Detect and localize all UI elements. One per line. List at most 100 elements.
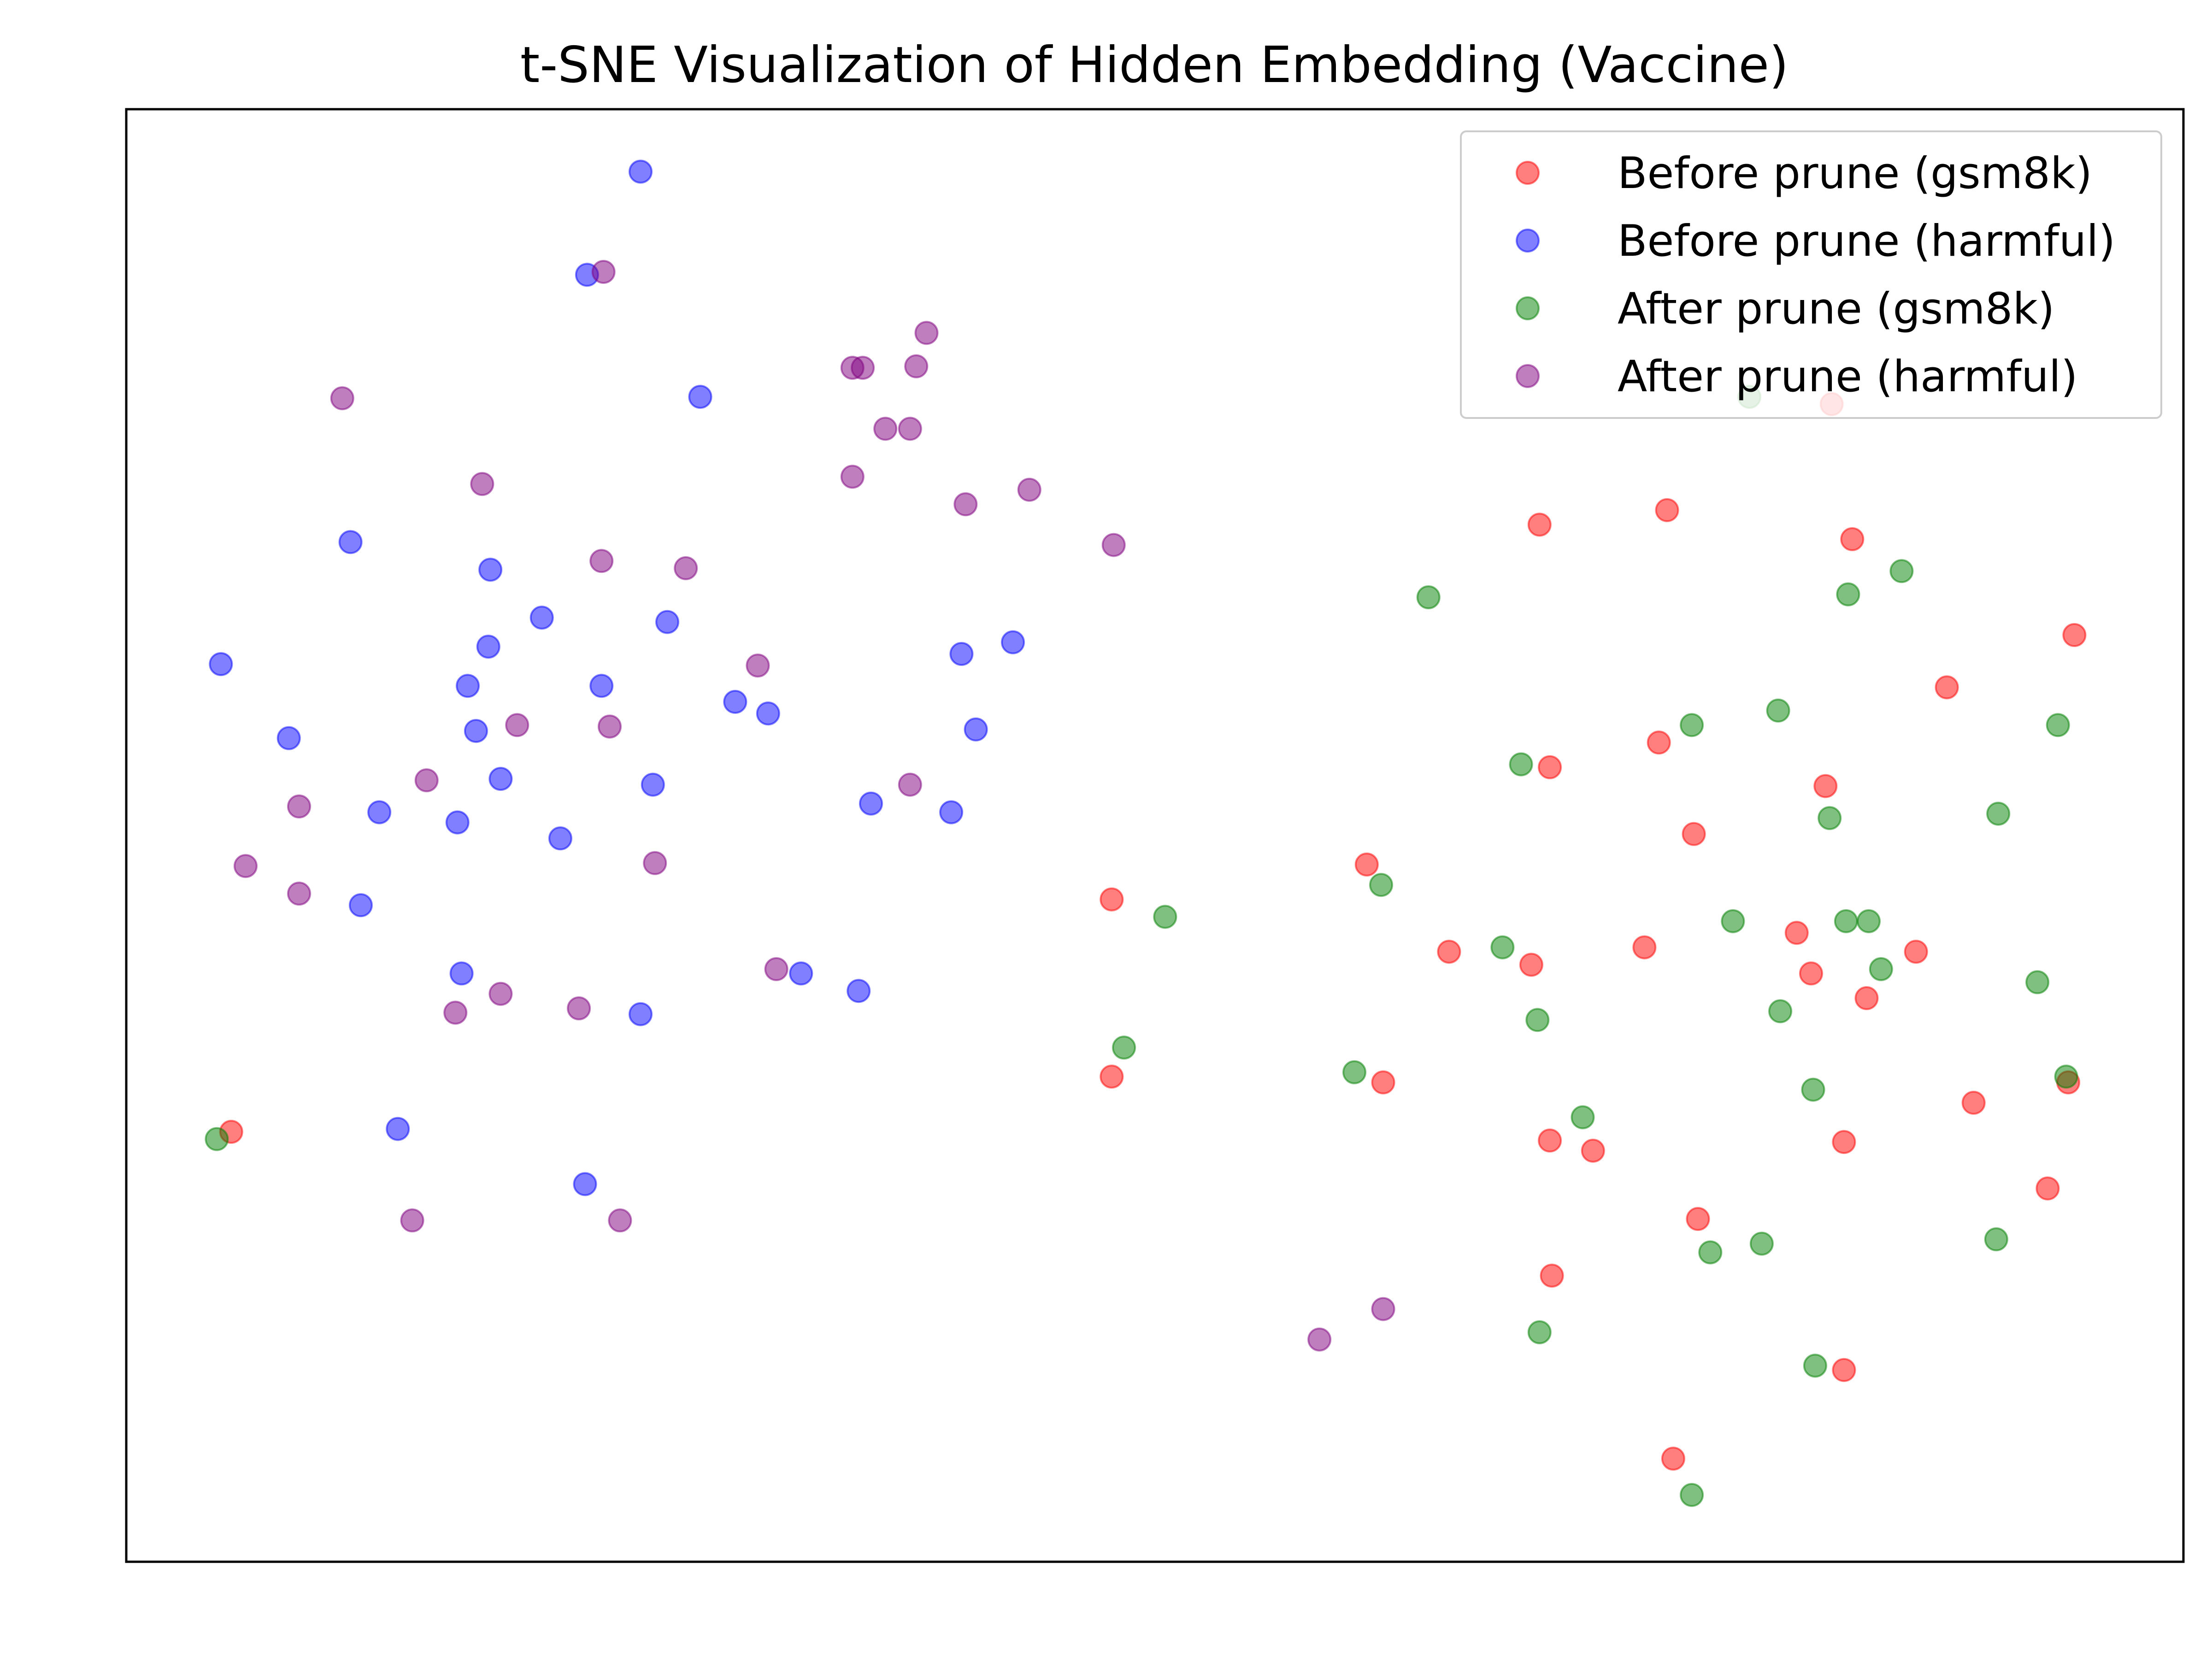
legend-box xyxy=(1460,130,2162,419)
point-s2-13 xyxy=(1721,909,1745,933)
point-s3-29 xyxy=(1307,1327,1332,1352)
point-s2-14 xyxy=(1698,1240,1723,1265)
plot-area-frame xyxy=(125,108,2185,1563)
point-s2-23 xyxy=(1889,559,1914,583)
chart-title: t-SNE Visualization of Hidden Embedding … xyxy=(520,36,1788,94)
point-s2-8 xyxy=(1525,1008,1550,1032)
point-s0-7 xyxy=(1538,1128,1562,1153)
point-s3-9 xyxy=(287,794,311,818)
point-s3-5 xyxy=(746,653,770,678)
point-s3-2 xyxy=(470,472,494,496)
point-s0-27 xyxy=(2036,1176,2060,1200)
point-s3-12 xyxy=(488,982,513,1006)
point-s0-6 xyxy=(1538,755,1562,779)
point-s3-13 xyxy=(567,996,591,1021)
point-s0-16 xyxy=(1661,1447,1685,1471)
point-s1-22 xyxy=(789,961,813,986)
point-s1-13 xyxy=(573,1172,597,1196)
point-s1-24 xyxy=(488,767,513,791)
point-s0-11 xyxy=(1655,498,1679,522)
series-2 xyxy=(205,385,2078,1507)
point-s1-14 xyxy=(641,772,665,797)
point-s0-13 xyxy=(1581,1139,1605,1163)
point-s2-10 xyxy=(1527,1320,1552,1344)
legend-marker-1 xyxy=(1516,229,1540,253)
point-s2-1 xyxy=(1153,905,1177,929)
point-s0-31 xyxy=(1527,512,1552,537)
point-s1-7 xyxy=(276,726,301,750)
point-s3-28 xyxy=(608,1208,632,1233)
point-s2-16 xyxy=(1768,999,1793,1024)
point-s1-11 xyxy=(386,1117,410,1141)
point-s2-30 xyxy=(1749,1231,1774,1256)
point-s0-3 xyxy=(1354,853,1379,877)
point-s0-28 xyxy=(2062,623,2087,647)
point-s3-26 xyxy=(287,882,311,906)
point-s1-25 xyxy=(529,606,554,630)
point-s2-22 xyxy=(1869,957,1893,981)
point-s0-15 xyxy=(1686,1207,1710,1231)
point-s1-2 xyxy=(688,385,712,409)
point-s0-4 xyxy=(1371,1070,1395,1094)
point-s0-22 xyxy=(1832,1358,1856,1382)
point-s0-18 xyxy=(1799,961,1823,986)
point-s3-27 xyxy=(400,1208,424,1233)
point-s0-14 xyxy=(1682,822,1706,846)
point-s0-1 xyxy=(1100,887,1124,912)
point-s0-12 xyxy=(1632,935,1657,959)
point-s3-8 xyxy=(598,714,622,739)
point-s2-20 xyxy=(1834,909,1858,933)
point-s1-17 xyxy=(478,558,503,582)
point-s3-24 xyxy=(953,492,978,517)
legend-label-3: After prune (harmful) xyxy=(1618,352,2078,402)
point-s2-0 xyxy=(205,1127,229,1151)
point-s2-25 xyxy=(1986,801,2011,826)
point-s2-19 xyxy=(1836,582,1860,606)
point-s3-7 xyxy=(414,768,439,793)
point-s0-24 xyxy=(1935,675,1959,700)
point-s1-16 xyxy=(589,674,614,698)
point-s0-20 xyxy=(1832,1130,1856,1154)
point-s3-14 xyxy=(443,1000,468,1025)
point-s1-23 xyxy=(655,610,679,634)
point-s3-0 xyxy=(591,260,616,284)
point-s1-12 xyxy=(445,810,470,835)
point-s1-4 xyxy=(476,635,500,659)
point-s3-3 xyxy=(589,549,614,573)
point-s3-23 xyxy=(840,465,865,489)
point-s3-25 xyxy=(1017,477,1041,502)
point-s3-20 xyxy=(851,356,875,380)
point-s1-21 xyxy=(1001,630,1025,654)
data-points xyxy=(205,159,2087,1507)
point-s3-6 xyxy=(505,713,529,737)
point-s1-6 xyxy=(209,652,233,677)
point-s2-24 xyxy=(1984,1227,2008,1252)
point-s0-19 xyxy=(1813,774,1838,798)
legend-label-2: After prune (gsm8k) xyxy=(1618,284,2055,334)
point-s1-19 xyxy=(859,791,883,816)
point-s1-10 xyxy=(348,893,373,918)
point-s1-20 xyxy=(939,800,964,824)
series-1 xyxy=(209,159,1025,1196)
point-s1-9 xyxy=(449,961,474,986)
point-s3-18 xyxy=(873,417,898,441)
point-s3-19 xyxy=(904,354,929,378)
point-s2-7 xyxy=(1490,935,1515,959)
point-s1-3 xyxy=(338,530,363,554)
point-s2-15 xyxy=(1680,1483,1704,1507)
point-s2-27 xyxy=(2046,713,2070,737)
point-s1-0 xyxy=(629,159,653,184)
point-s1-28 xyxy=(847,979,871,1003)
point-s2-6 xyxy=(1509,752,1533,777)
point-s0-9 xyxy=(1540,1264,1564,1288)
point-s1-30 xyxy=(949,642,974,666)
point-s2-9 xyxy=(1571,1105,1595,1130)
point-s0-8 xyxy=(1519,953,1543,977)
legend-label-0: Before prune (gsm8k) xyxy=(1618,148,2092,199)
point-s1-8 xyxy=(367,800,392,824)
point-s2-17 xyxy=(1801,1077,1825,1102)
point-s3-11 xyxy=(643,851,667,875)
legend: Before prune (gsm8k) Before prune (harmfu… xyxy=(1460,130,2162,419)
point-s2-12 xyxy=(1680,713,1704,737)
